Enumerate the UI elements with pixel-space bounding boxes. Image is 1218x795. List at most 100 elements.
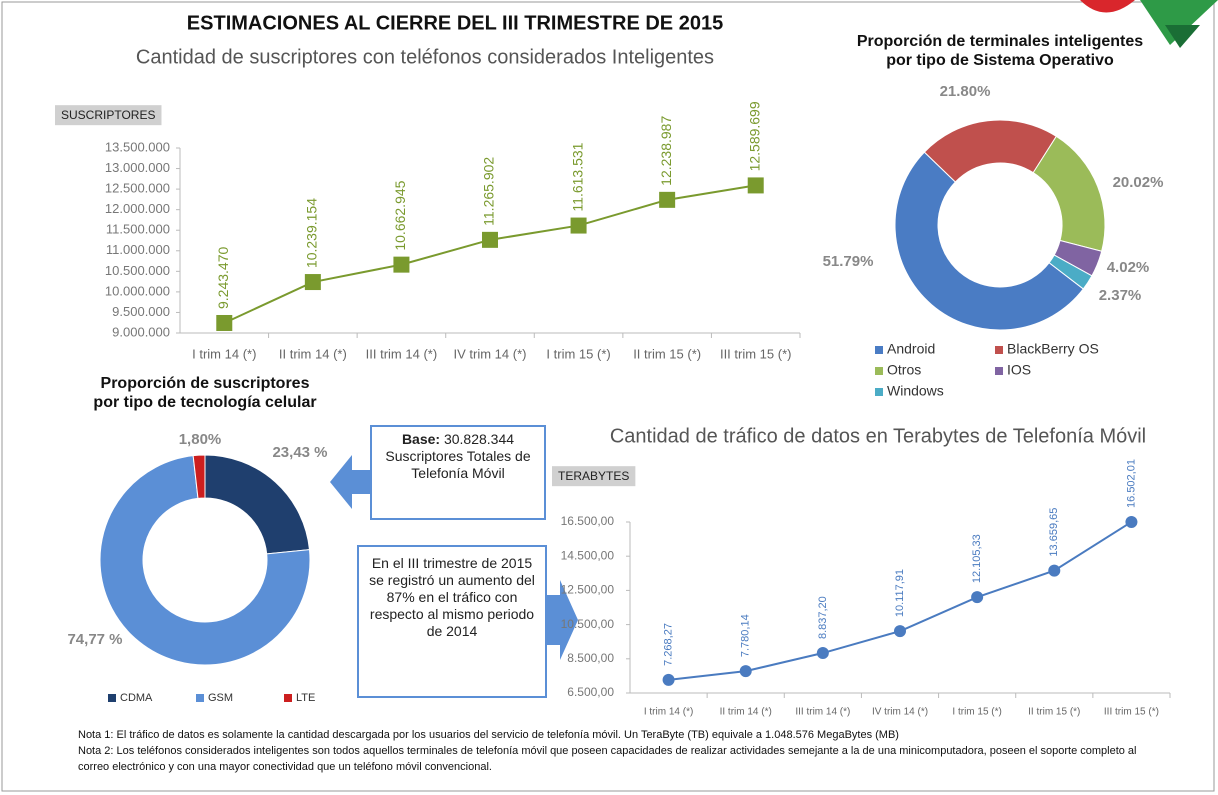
y-tick-label: 9.000.000: [112, 324, 170, 339]
y-tick-label: 11.500.000: [106, 222, 170, 237]
main-title: ESTIMACIONES AL CIERRE DEL III TRIMESTRE…: [187, 12, 723, 34]
legend-swatch: [875, 346, 883, 354]
legend-label: IOS: [1007, 362, 1031, 378]
y-tick-label: 12.500,00: [561, 583, 615, 597]
marker: [1048, 564, 1061, 577]
value-label: 4.02%: [1107, 259, 1150, 276]
x-tick-label: II trim 15 (*): [633, 346, 701, 361]
y-axis-label: TERABYTES: [558, 469, 629, 483]
legend-swatch: [995, 367, 1003, 375]
x-tick-label: II trim 14 (*): [720, 707, 772, 718]
legend-label: Otros: [887, 362, 921, 378]
legend-label: CDMA: [120, 692, 153, 704]
marker: [659, 191, 676, 208]
value-label: 20.02%: [1113, 174, 1164, 191]
logo-red: [1080, 0, 1135, 13]
marker: [304, 274, 321, 291]
x-tick-label: II trim 15 (*): [1028, 707, 1080, 718]
x-tick-label: I trim 15 (*): [546, 346, 610, 361]
y-tick-label: 12.500.000: [105, 181, 170, 196]
x-tick-label: IV trim 14 (*): [872, 707, 928, 718]
value-label: 12.589.699: [746, 101, 762, 171]
legend-swatch: [284, 694, 292, 702]
marker: [739, 665, 752, 678]
chart-title: Proporción de suscriptores: [101, 375, 310, 392]
value-label: 10.239.154: [304, 198, 320, 268]
marker: [393, 256, 410, 273]
y-axis-label: SUSCRIPTORES: [61, 108, 155, 122]
legend-label: Android: [887, 341, 935, 357]
value-label: 11.613.531: [569, 142, 585, 211]
marker: [482, 231, 498, 248]
legend-swatch: [995, 346, 1003, 354]
marker: [570, 217, 587, 234]
y-tick-label: 11.000.000: [106, 242, 170, 257]
marker: [1125, 515, 1138, 528]
marker: [894, 625, 906, 638]
donut-slice: [894, 151, 1085, 331]
logo-green: [1140, 0, 1218, 45]
chart-title: Proporción de terminales inteligentes: [857, 33, 1143, 50]
chart-title: por tipo de tecnología celular: [93, 394, 316, 411]
donut-slice: [204, 454, 311, 555]
x-tick-label: IV trim 14 (*): [454, 346, 527, 361]
chart-title: por tipo de Sistema Operativo: [886, 52, 1114, 69]
y-axis-label-bg: [55, 105, 162, 126]
x-tick-label: I trim 14 (*): [644, 707, 693, 718]
chart-title: Cantidad de suscriptores con teléfonos c…: [136, 46, 714, 68]
marker: [816, 647, 829, 660]
value-label: 21.80%: [940, 83, 991, 100]
chart-title: Cantidad de tráfico de datos en Terabyte…: [610, 425, 1146, 447]
y-tick-label: 10.000.000: [105, 283, 170, 298]
legend-label: LTE: [296, 692, 315, 704]
legend-label: Windows: [887, 383, 944, 399]
y-axis-label-bg: [552, 466, 636, 487]
y-tick-label: 9.500.000: [112, 304, 170, 319]
value-label: 7.268,27: [662, 623, 674, 666]
x-tick-label: I trim 14 (*): [192, 346, 256, 361]
value-label: 9.243.470: [215, 246, 231, 308]
value-label: 10.117,91: [894, 569, 906, 617]
marker: [216, 314, 233, 331]
y-tick-label: 10.500,00: [561, 617, 615, 631]
value-label: 12.105,33: [971, 534, 983, 583]
arrow-left: [330, 455, 370, 509]
legend-swatch: [875, 388, 883, 396]
legend-label: GSM: [208, 692, 233, 704]
value-label: 7.780,14: [740, 614, 752, 657]
y-tick-label: 8.500,00: [567, 651, 614, 665]
y-tick-label: 6.500,00: [567, 685, 614, 699]
legend-swatch: [875, 367, 883, 375]
value-label: 2.37%: [1099, 287, 1142, 304]
y-tick-label: 12.000.000: [105, 201, 170, 216]
x-tick-label: III trim 15 (*): [1104, 707, 1159, 718]
y-tick-label: 13.500.000: [105, 139, 170, 154]
donut-slice: [1048, 254, 1093, 290]
legend-swatch: [196, 694, 204, 702]
logo-dark: [1165, 25, 1200, 48]
callout-base: Base: 30.828.344 Suscriptores Totales de…: [370, 425, 546, 520]
x-tick-label: I trim 15 (*): [952, 707, 1001, 718]
y-tick-label: 13.000.000: [105, 160, 170, 175]
arrow-right: [547, 580, 578, 660]
value-label: 13.659,65: [1048, 508, 1060, 557]
donut-slice: [192, 454, 206, 499]
marker: [971, 591, 984, 604]
notes: Nota 1: El tráfico de datos es solamente…: [78, 729, 1137, 773]
x-tick-label: III trim 15 (*): [720, 346, 792, 361]
legend-swatch: [108, 694, 116, 702]
y-tick-label: 10.500.000: [105, 263, 170, 278]
value-label: 8.837,20: [817, 596, 829, 639]
value-label: 12.238.987: [658, 116, 674, 186]
x-tick-label: III trim 14 (*): [366, 346, 438, 361]
value-label: 16.502,01: [1125, 459, 1137, 508]
value-label: 23,43 %: [272, 444, 327, 461]
callout-growth: En el III trimestre de 2015 se registró …: [357, 545, 547, 698]
legend-label: BlackBerry OS: [1007, 341, 1099, 357]
donut-slice: [99, 455, 311, 666]
value-label: 10.662.945: [392, 180, 408, 250]
value-label: 1,80%: [179, 431, 222, 448]
